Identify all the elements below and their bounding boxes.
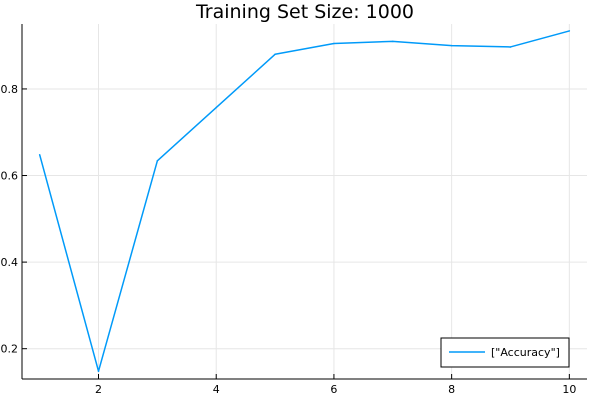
grid-lines bbox=[22, 24, 587, 379]
legend-label-accuracy: ["Accuracy"] bbox=[491, 346, 560, 359]
data-point bbox=[509, 46, 512, 48]
data-point bbox=[215, 106, 217, 109]
axes bbox=[21, 24, 587, 380]
x-tick-label: 10 bbox=[562, 383, 576, 396]
tick-marks: 2 4 6 8 10 0.2 0.4 0.6 0.8 bbox=[1, 83, 577, 396]
data-point bbox=[392, 40, 394, 43]
y-tick-label: 0.8 bbox=[1, 83, 19, 96]
series-layer bbox=[38, 30, 571, 372]
series-line-accuracy bbox=[38, 30, 570, 372]
x-tick-label: 8 bbox=[448, 383, 455, 396]
y-tick-label: 0.6 bbox=[1, 170, 19, 183]
x-tick-label: 4 bbox=[213, 383, 220, 396]
data-point bbox=[274, 53, 276, 56]
x-tick-label: 6 bbox=[330, 383, 337, 396]
y-tick-label: 0.4 bbox=[1, 256, 19, 269]
x-tick-label: 2 bbox=[95, 383, 102, 396]
chart-title: Training Set Size: 1000 bbox=[195, 1, 414, 23]
legend: ["Accuracy"] bbox=[440, 337, 570, 368]
y-tick-label: 0.2 bbox=[1, 343, 19, 356]
data-point bbox=[156, 160, 159, 162]
data-point bbox=[450, 44, 453, 47]
data-point bbox=[97, 370, 100, 372]
data-point bbox=[333, 42, 335, 45]
data-point bbox=[38, 153, 41, 156]
data-point bbox=[568, 30, 571, 32]
